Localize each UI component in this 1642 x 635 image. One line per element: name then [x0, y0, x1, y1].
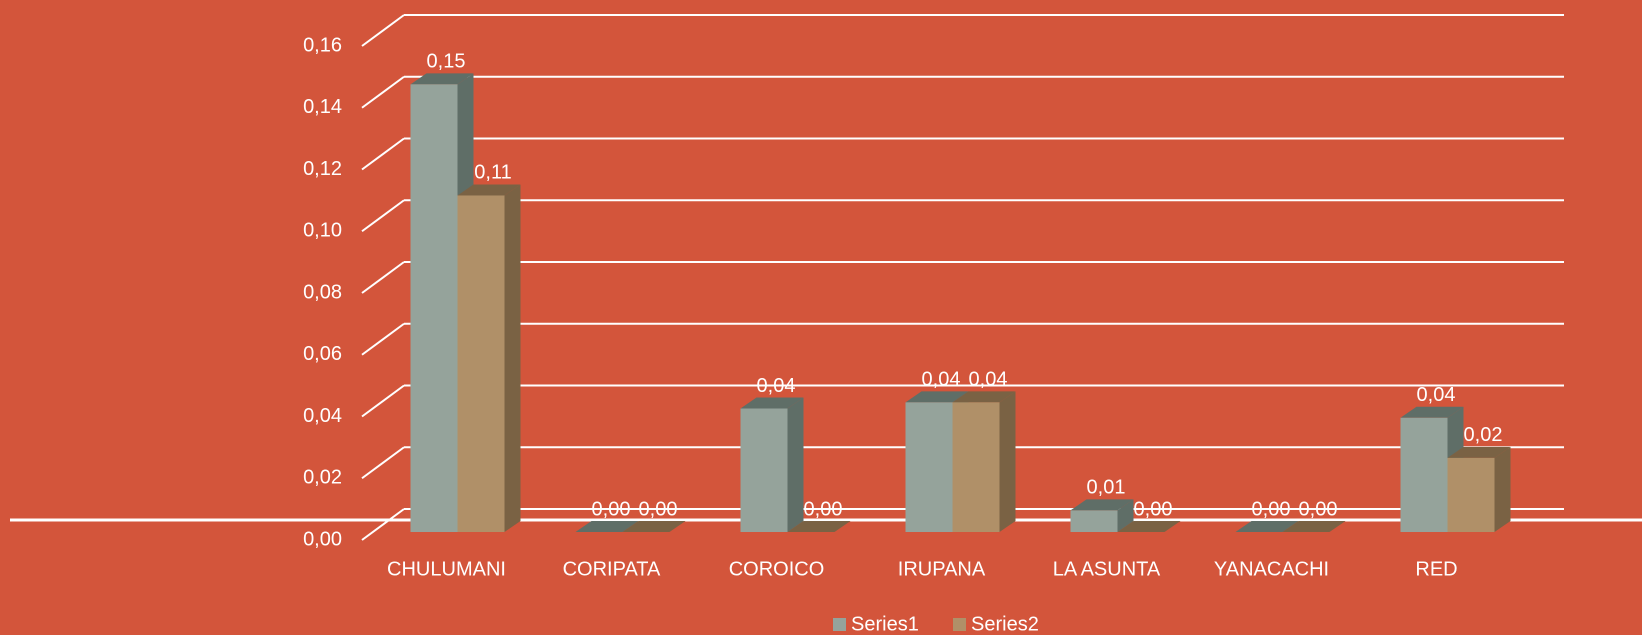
legend-label: Series1 [851, 613, 919, 635]
y-tick-label: 0,04 [303, 405, 342, 427]
bar [952, 402, 1000, 532]
value-label: 0,04 [922, 369, 961, 391]
bar-top [575, 521, 639, 532]
y-tick-label: 0,12 [303, 158, 342, 180]
y-tick-label: 0,16 [303, 34, 342, 56]
legend-label: Series2 [971, 613, 1039, 635]
bar-top [1400, 406, 1464, 418]
y-tick-label: 0,00 [303, 528, 342, 550]
bar-top [457, 184, 521, 196]
tick-line [361, 508, 405, 541]
x-tick-label: CORIPATA [563, 558, 661, 580]
bar-top [1447, 446, 1511, 458]
bar-top [740, 397, 804, 409]
value-label: 0,00 [1299, 498, 1338, 520]
bar [740, 408, 788, 532]
value-label: 0,11 [474, 162, 511, 184]
value-label: 0,04 [757, 375, 796, 397]
x-tick-label: IRUPANA [898, 558, 986, 580]
y-tick-label: 0,02 [303, 467, 342, 489]
value-label: 0,04 [969, 369, 1008, 391]
bar [410, 84, 458, 532]
bar [905, 402, 953, 532]
x-tick-label: COROICO [729, 558, 825, 580]
y-tick-label: 0,10 [303, 220, 342, 242]
value-label: 0,04 [1417, 384, 1456, 406]
bar-top [622, 521, 686, 532]
bar-side [999, 391, 1016, 532]
y-tick-label: 0,14 [303, 96, 342, 118]
bar [1400, 417, 1448, 532]
tick-line [361, 322, 405, 356]
x-tick-label: YANACACHI [1214, 558, 1329, 580]
x-tick-label: LA ASUNTA [1053, 558, 1161, 580]
legend-swatch [833, 618, 846, 631]
tick-line [361, 137, 405, 171]
bar-side [504, 184, 521, 532]
value-label: 0,01 [1087, 477, 1126, 499]
value-label: 0,15 [427, 51, 466, 73]
bar-top [1235, 521, 1299, 532]
tick-line [361, 75, 405, 109]
tick-line [361, 14, 405, 47]
legend-swatch [953, 618, 966, 631]
bar [1447, 457, 1495, 532]
tick-line [361, 261, 405, 294]
tick-line [361, 199, 405, 233]
y-tick-label: 0,08 [303, 281, 342, 303]
bar-top [1282, 521, 1346, 532]
value-label: 0,02 [1464, 424, 1503, 446]
tick-line [361, 384, 405, 418]
bar-side [787, 397, 804, 532]
value-label: 0,00 [639, 498, 678, 520]
tick-line [361, 446, 405, 480]
value-label: 0,00 [1252, 498, 1291, 520]
bar-top [952, 391, 1016, 403]
x-tick-label: CHULUMANI [387, 558, 506, 580]
bar-top [1070, 499, 1134, 511]
x-tick-label: RED [1415, 558, 1457, 580]
bar-top [1117, 521, 1181, 532]
bar [457, 195, 505, 532]
y-tick-label: 0,06 [303, 343, 342, 365]
bar-top [905, 391, 969, 403]
value-label: 0,00 [1134, 498, 1173, 520]
bar-top [410, 73, 474, 85]
bar-side [1117, 499, 1134, 532]
value-label: 0,00 [804, 498, 843, 520]
bar-top [787, 521, 851, 532]
value-label: 0,00 [592, 498, 631, 520]
bar-side [1494, 446, 1511, 532]
bar [1070, 510, 1118, 532]
